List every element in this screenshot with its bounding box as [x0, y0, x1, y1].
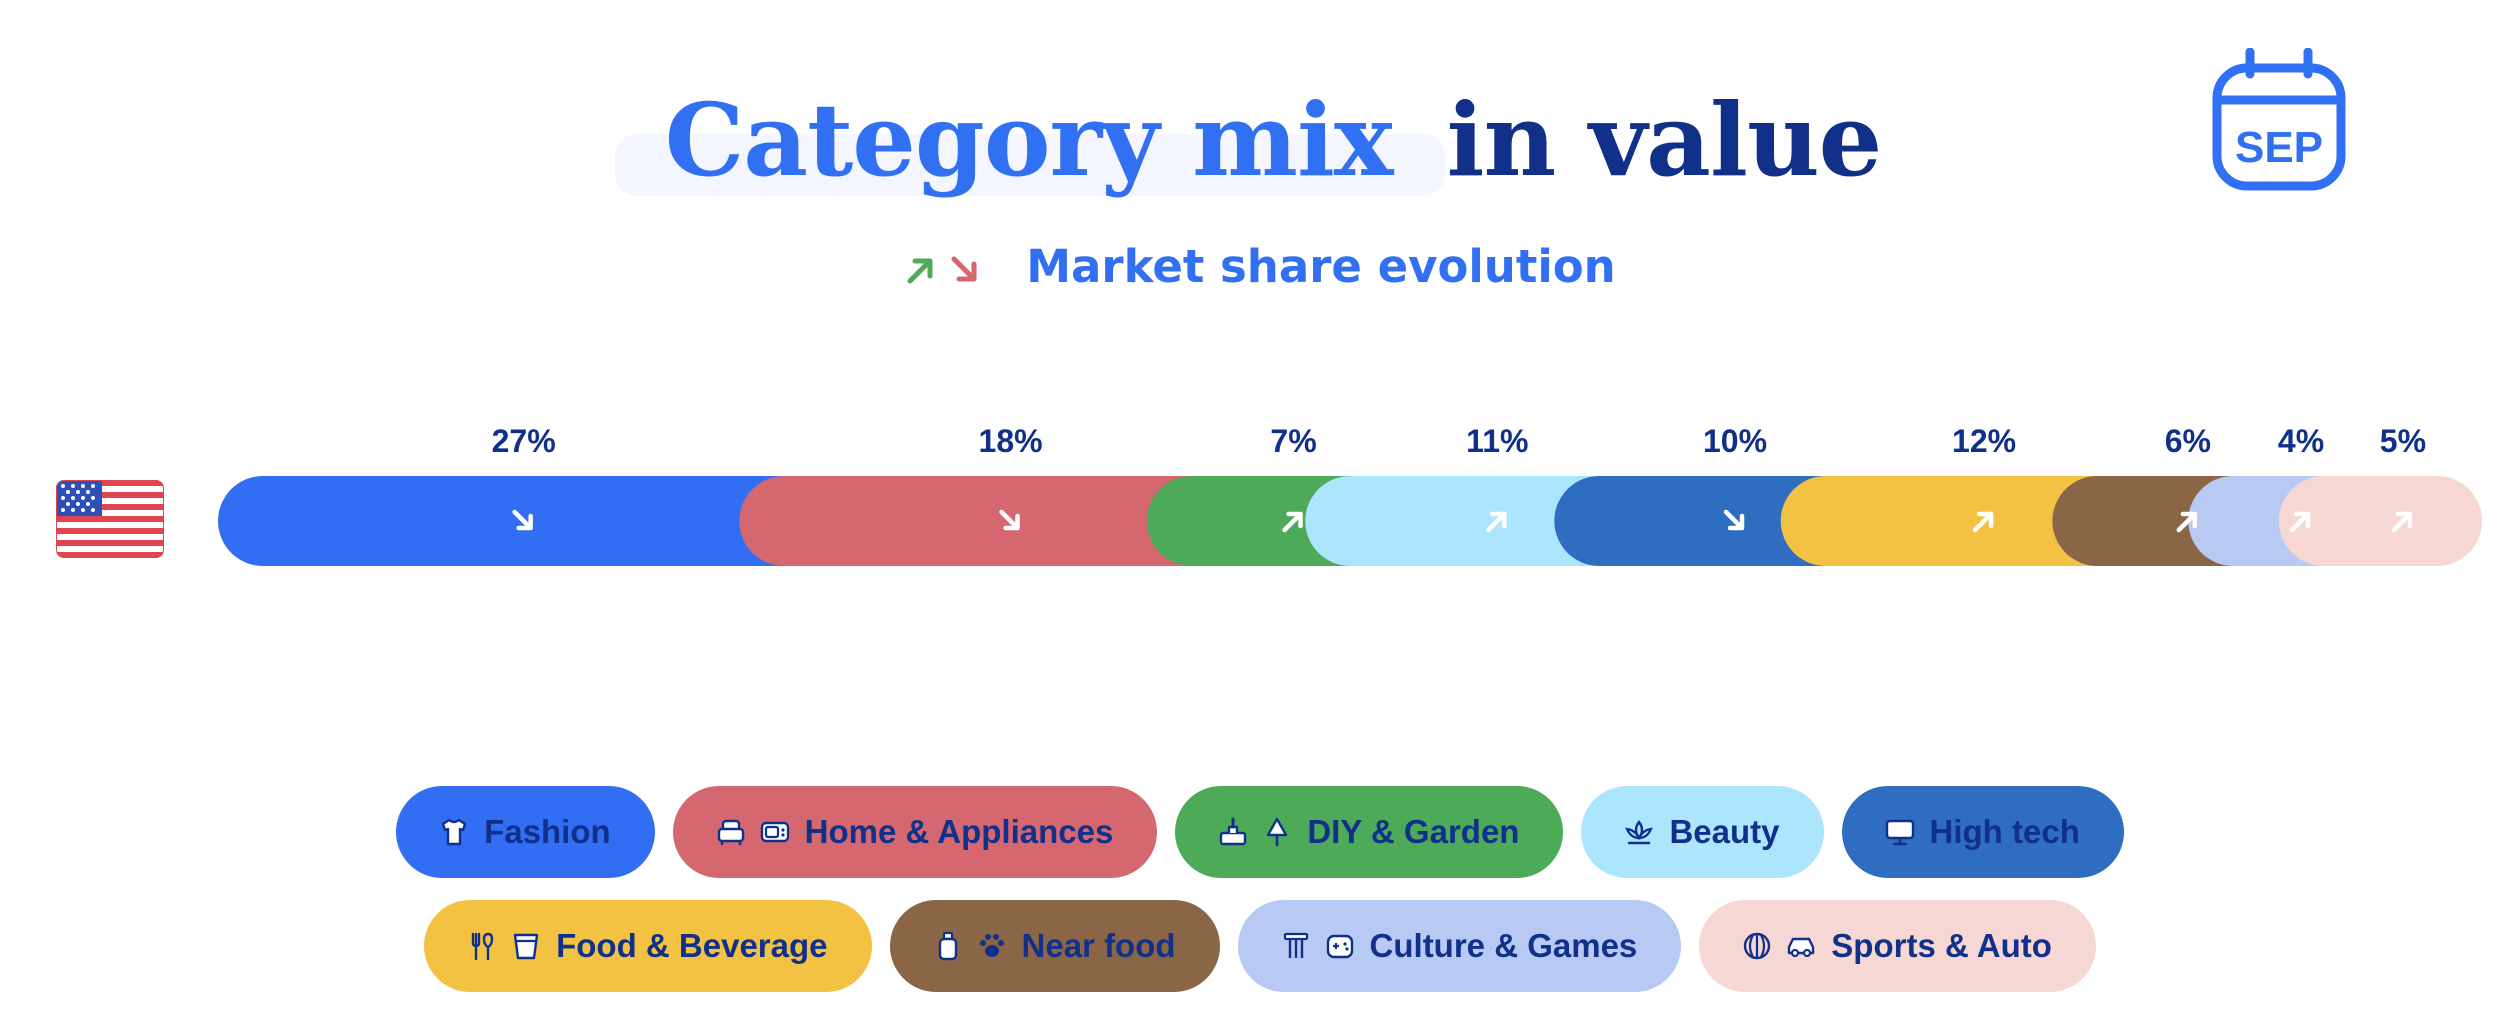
- trend-up-icon: [2176, 511, 2198, 533]
- paw-icon: [979, 934, 1004, 957]
- legend-label: DIY & Garden: [1307, 813, 1520, 850]
- bar-segment-1: [739, 476, 1237, 566]
- bottle-icon: [938, 931, 957, 961]
- chart-title: Category mix in value: [0, 60, 2520, 220]
- calendar-icon: SEP: [2212, 48, 2346, 191]
- legend: Fashion Home & Appliances DIY & Garden B…: [0, 786, 2520, 1014]
- microwave-icon: [760, 821, 789, 843]
- bar-segment-8: [2278, 476, 2482, 566]
- bar-segment-5: [1780, 476, 2143, 566]
- value-label-3: 11%: [1466, 423, 1528, 459]
- armchair-icon: [717, 819, 744, 845]
- trend-down-icon: [999, 509, 1020, 531]
- legend-label: High tech: [1929, 813, 2080, 850]
- legend-item-fashion: Fashion: [396, 786, 655, 878]
- legend-label: Food & Beverage: [556, 927, 828, 964]
- value-label-4: 10%: [1703, 423, 1767, 459]
- legend-item-beauty: Beauty: [1581, 786, 1824, 878]
- column-icon: [1283, 932, 1308, 958]
- tree-icon: [1267, 817, 1288, 847]
- legend-item-near-food: Near food: [889, 900, 1220, 992]
- value-label-5: 12%: [1952, 423, 2016, 459]
- tshirt-icon: [441, 818, 467, 846]
- car-icon: [1788, 937, 1815, 958]
- value-label-6: 6%: [2165, 423, 2211, 459]
- legend-label: Culture & Games: [1369, 927, 1638, 964]
- subtitle-text: Market share evolution: [1026, 240, 1616, 293]
- legend-item-diy-garden: DIY & Garden: [1175, 786, 1564, 878]
- legend-item-high-tech: High tech: [1841, 786, 2124, 878]
- legend-row-1: Fashion Home & Appliances DIY & Garden B…: [0, 786, 2520, 878]
- legend-label: Sports & Auto: [1831, 927, 2052, 964]
- bar-segment-3: [1305, 476, 1645, 566]
- subtitle: Market share evolution: [0, 232, 2520, 302]
- trend-up-icon: [1486, 511, 1507, 533]
- legend-item-culture-games: Culture & Games: [1237, 900, 1682, 992]
- value-label-0: 27%: [492, 423, 556, 459]
- legend-label: Near food: [1021, 927, 1176, 964]
- value-label-2: 7%: [1270, 423, 1316, 459]
- legend-item-home-appliances: Home & Appliances: [672, 786, 1158, 878]
- paint-roller-icon: [1220, 817, 1247, 846]
- legend-item-food-beverage: Food & Beverage: [424, 900, 872, 992]
- value-label-8: 5%: [2380, 423, 2426, 459]
- title-highlight: Category mix: [614, 60, 1445, 220]
- cup-icon: [513, 933, 539, 960]
- trend-down-icon: [512, 509, 533, 531]
- trend-up-icon: [1282, 511, 1303, 533]
- fork-knife-icon: [471, 932, 494, 961]
- value-label-1: 18%: [979, 423, 1043, 459]
- legend-label: Fashion: [484, 813, 611, 850]
- gamepad-icon: [1326, 934, 1353, 959]
- trend-up-icon: [1972, 511, 1994, 533]
- title-rest: in value: [1446, 81, 1883, 199]
- ball-icon: [1744, 932, 1771, 960]
- trend-up-icon: [2289, 511, 2311, 533]
- legend-row-2: Food & Beverage Near food Culture & Game…: [0, 900, 2520, 992]
- legend-label: Beauty: [1669, 813, 1780, 850]
- legend-label: Home & Appliances: [804, 813, 1114, 850]
- monitor-icon: [1885, 819, 1914, 846]
- trend-down-icon: [1723, 509, 1745, 531]
- lotus-icon: [1625, 819, 1654, 845]
- us-flag-icon: [56, 480, 164, 558]
- calendar-label: SEP: [2235, 123, 2323, 172]
- arrow-up-icon: [907, 258, 933, 284]
- stacked-bar-chart: 27% 18% 7% 11% 10% 12% 6% 4% 5%: [218, 423, 2482, 566]
- legend-item-sports-auto: Sports & Auto: [1699, 900, 2096, 992]
- arrow-down-icon: [951, 256, 977, 282]
- value-label-7: 4%: [2278, 423, 2324, 459]
- trend-up-icon: [2391, 511, 2413, 533]
